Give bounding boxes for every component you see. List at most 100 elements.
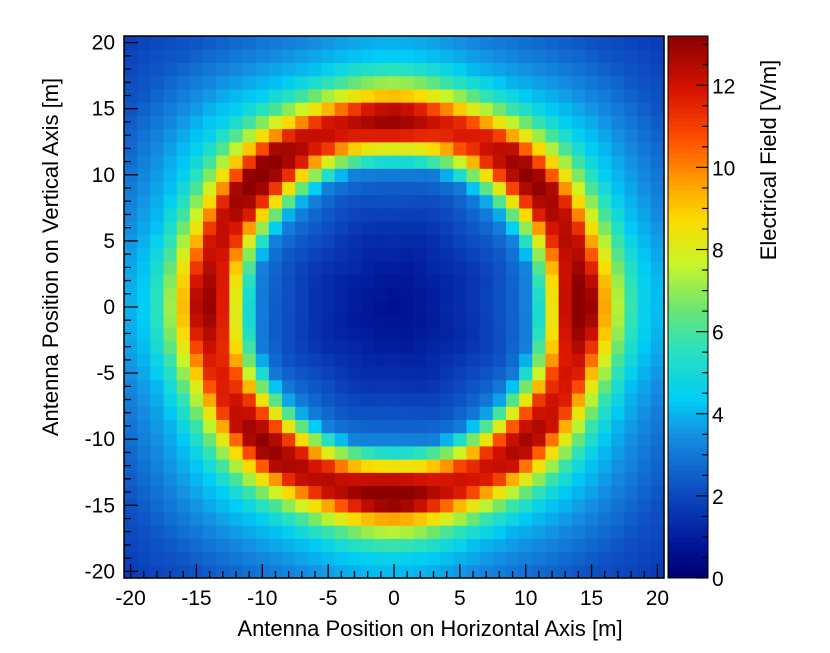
heatmap-cell [453,472,468,487]
heatmap-cell [532,128,547,143]
heatmap-cell [137,207,151,222]
heatmap-cell [519,273,533,288]
heatmap-cell [413,62,428,77]
heatmap-cell [558,432,573,447]
heatmap-cell [229,287,244,301]
heatmap-cell [176,326,191,341]
heatmap-cell [650,419,665,434]
heatmap-cell [650,551,665,566]
heatmap-cell [242,419,257,434]
heatmap-cell [295,313,309,328]
heatmap-cell [374,353,389,368]
heatmap-cell [532,273,547,288]
heatmap-cell [295,36,309,50]
heatmap-cell [268,49,283,64]
heatmap-cell [624,313,639,328]
z-tick-label: 12 [712,75,735,98]
heatmap-cell [308,366,323,381]
heatmap-cell [558,36,573,50]
heatmap-cell [347,313,362,328]
heatmap-cell [387,141,402,156]
heatmap-cell [400,221,415,235]
heatmap-cell [558,194,573,209]
heatmap-cell [137,88,151,103]
heatmap-cell [545,260,560,275]
heatmap-cell [176,366,191,381]
heatmap-cell [361,141,375,156]
color-scale-step [668,442,708,448]
heatmap-cell [519,498,533,513]
heatmap-cell [347,287,362,301]
heatmap-cell [347,260,362,275]
color-scale-step [668,63,708,69]
heatmap-cell [242,432,257,447]
color-scale-step [668,392,708,398]
heatmap-cell [571,154,586,169]
heatmap-cell [611,260,626,275]
heatmap-cell [413,88,428,103]
heatmap-cell [453,49,468,64]
heatmap-cell [413,128,428,143]
heatmap-cell [374,273,389,288]
color-scale-step [668,293,708,299]
heatmap-cell [545,234,560,249]
heatmap-cell [545,406,560,420]
heatmap-cell [532,62,547,77]
heatmap-cell [347,234,362,249]
heatmap-cell [598,273,612,288]
heatmap-cell [558,62,573,77]
heatmap-cell [255,326,270,341]
heatmap-cell [453,353,468,368]
heatmap-cell [558,366,573,381]
heatmap-cell [255,115,270,130]
heatmap-cell [176,168,191,183]
heatmap-cell [295,419,309,434]
heatmap-cell [440,472,454,487]
heatmap-cell [308,102,323,116]
heatmap-cell [295,511,309,526]
heatmap-cell [519,459,533,473]
heatmap-cell [321,300,336,315]
heatmap-cell [176,273,191,288]
heatmap-cell [519,36,533,50]
heatmap-cell [295,49,309,64]
heatmap-cell [242,538,257,553]
heatmap-cell [545,419,560,434]
heatmap-cell [216,181,230,196]
heatmap-cell [637,247,652,262]
heatmap-cell [440,326,454,341]
heatmap-cell [624,445,639,460]
color-scale-step [668,415,708,421]
heatmap-cell [163,75,178,90]
heatmap-cell [242,260,257,275]
heatmap-cell [426,221,441,235]
heatmap-cell [216,102,230,116]
heatmap-cell [176,102,191,116]
heatmap-cell [308,326,323,341]
color-scale-step [668,261,708,267]
heatmap-cell [242,102,257,116]
heatmap-cell [532,432,547,447]
heatmap-cell [321,551,336,566]
heatmap-cell [334,300,349,315]
heatmap-cell [176,194,191,209]
heatmap-cell [137,445,151,460]
heatmap-cell [268,300,283,315]
heatmap-cell [203,538,217,553]
heatmap-cell [624,551,639,566]
heatmap-cell [334,36,349,50]
heatmap-cell [571,247,586,262]
heatmap-cell [347,154,362,169]
heatmap-cell [505,181,520,196]
heatmap-cell [242,207,257,222]
color-scale-step [668,374,708,380]
heatmap-cell [637,168,652,183]
heatmap-cell [268,353,283,368]
heatmap-cell [137,234,151,249]
heatmap-cell [413,194,428,209]
heatmap-cell [440,141,454,156]
heatmap-cell [624,273,639,288]
heatmap-cell [374,221,389,235]
color-scale-step [668,573,708,579]
